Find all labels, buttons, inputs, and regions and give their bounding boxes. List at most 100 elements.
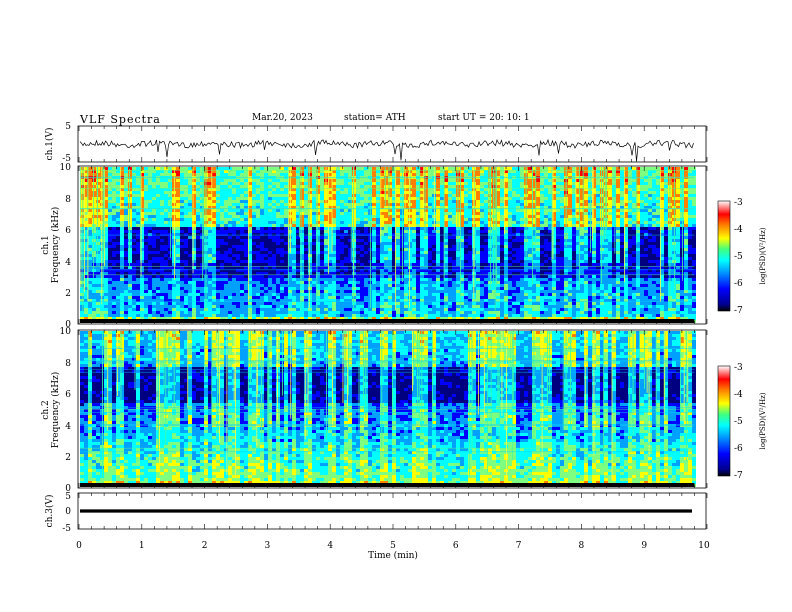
spectrogram-cell: [280, 233, 284, 236]
spectrogram-cell: [192, 221, 196, 224]
spectrogram-cell: [544, 257, 548, 260]
spectrogram-cell: [272, 248, 276, 251]
spectrogram-cell: [440, 227, 444, 230]
spectrogram-cell: [560, 227, 564, 230]
spectrogram-cell: [180, 215, 184, 218]
spectrogram-cell: [608, 251, 612, 254]
spectrogram-cell: [180, 218, 184, 221]
spectrogram-cell: [396, 248, 400, 251]
spectrogram-cell: [548, 239, 552, 242]
spectrogram-cell: [244, 218, 248, 221]
spectrogram-cell: [296, 185, 300, 188]
spectrogram-cell: [616, 197, 620, 200]
spectrogram-cell: [480, 245, 484, 248]
spectrogram-cell: [444, 233, 448, 236]
spectrogram-cell: [392, 203, 396, 206]
spectrogram-cell: [300, 170, 304, 173]
spectrogram-cell: [340, 209, 344, 212]
spectrogram-cell: [500, 209, 504, 212]
spectrogram-cell: [184, 167, 188, 170]
spectrogram-cell: [420, 173, 424, 176]
spectrogram-cell: [384, 260, 388, 263]
spectrogram-cell: [648, 239, 652, 242]
spectrogram-cell: [656, 230, 660, 233]
spectrogram-cell: [124, 215, 128, 218]
spectrogram-cell: [112, 194, 116, 197]
spectrogram-cell: [672, 167, 676, 170]
spectrogram-cell: [120, 230, 124, 233]
spectrogram-cell: [180, 185, 184, 188]
spectrogram-cell: [356, 218, 360, 221]
spectrogram-cell: [600, 245, 604, 248]
spectrogram-cell: [180, 179, 184, 182]
spectrogram-cell: [116, 227, 120, 230]
spectrogram-cell: [320, 218, 324, 221]
spectrogram-cell: [544, 188, 548, 191]
spectrogram-cell: [296, 182, 300, 185]
spectrogram-cell: [468, 167, 472, 170]
spectrogram-cell: [632, 191, 636, 194]
spectrogram-cell: [652, 209, 656, 212]
spectrogram-cell: [496, 209, 500, 212]
spectrogram-cell: [628, 215, 632, 218]
spectrogram-cell: [116, 257, 120, 260]
spectrogram-cell: [588, 260, 592, 263]
spectrogram-cell: [332, 185, 336, 188]
spectrogram-cell: [588, 245, 592, 248]
spectrogram-cell: [412, 245, 416, 248]
spectrogram-cell: [548, 245, 552, 248]
spectrogram-cell: [152, 215, 156, 218]
spectrogram-cell: [656, 239, 660, 242]
spectrogram-cell: [188, 173, 192, 176]
spectrogram-cell: [508, 230, 512, 233]
spectrogram-cell: [612, 233, 616, 236]
spectrogram-cell: [604, 191, 608, 194]
spectrogram-cell: [316, 254, 320, 257]
spectrogram-cell: [680, 170, 684, 173]
spectrogram-cell: [80, 233, 84, 236]
spectrogram-cell: [344, 191, 348, 194]
spectrogram-cell: [140, 188, 144, 191]
spectrogram-cell: [268, 197, 272, 200]
spectrogram-cell: [168, 227, 172, 230]
spectrogram-cell: [644, 221, 648, 224]
spectrogram-cell: [584, 209, 588, 212]
spectrogram-cell: [676, 260, 680, 263]
spectrogram-cell: [376, 185, 380, 188]
spectrogram-cell: [280, 236, 284, 239]
spectrogram-cell: [380, 227, 384, 230]
spectrogram-cell: [688, 194, 692, 197]
spectrogram-cell: [580, 179, 584, 182]
spectrogram-cell: [596, 173, 600, 176]
spectrogram-cell: [364, 206, 368, 209]
spectrogram-cell: [608, 239, 612, 242]
spectrogram-cell: [608, 197, 612, 200]
spectrogram-cell: [144, 224, 148, 227]
spectrogram-cell: [516, 197, 520, 200]
spectrogram-cell: [468, 212, 472, 215]
spectrogram-cell: [688, 185, 692, 188]
spectrogram-cell: [424, 239, 428, 242]
spectrogram-cell: [160, 260, 164, 263]
spectrogram-cell: [272, 227, 276, 230]
spectrogram-cell: [584, 206, 588, 209]
spectrogram-cell: [140, 218, 144, 221]
spectrogram-cell: [572, 251, 576, 254]
spectrogram-cell: [180, 212, 184, 215]
spectrogram-cell: [536, 230, 540, 233]
spectrogram-cell: [560, 197, 564, 200]
spectrogram-cell: [140, 230, 144, 233]
spectrogram-cell: [340, 182, 344, 185]
spectrogram-cell: [464, 209, 468, 212]
spectrogram-cell: [260, 233, 264, 236]
spectrogram-cell: [688, 191, 692, 194]
spectrogram-cell: [104, 239, 108, 242]
spectrogram-cell: [416, 221, 420, 224]
spectrogram-cell: [416, 173, 420, 176]
spectrogram-cell: [444, 191, 448, 194]
spectrogram-cell: [608, 245, 612, 248]
spectrogram-cell: [308, 227, 312, 230]
spectrogram-cell: [124, 200, 128, 203]
spectrogram-cell: [412, 233, 416, 236]
spectrogram-cell: [404, 206, 408, 209]
